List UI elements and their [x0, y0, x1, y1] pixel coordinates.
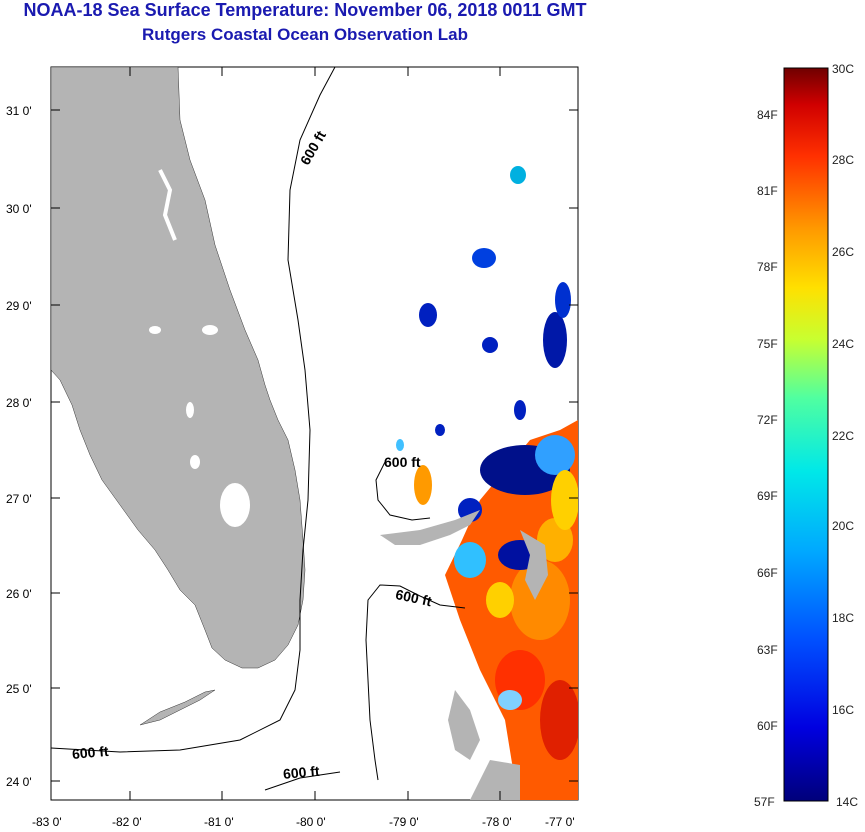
isobath-label: 600 ft: [282, 763, 320, 782]
lake: [190, 455, 200, 469]
latitude-labels: 31 0' 30 0' 29 0' 28 0' 27 0' 26 0' 25 0…: [6, 104, 32, 789]
lake: [202, 325, 218, 335]
colorbar-f-label: 72F: [757, 413, 778, 427]
lon-label: -82 0': [112, 815, 142, 829]
cuba-coast-2: [470, 760, 520, 800]
lon-label: -81 0': [204, 815, 234, 829]
isobath-label: 600 ft: [394, 586, 433, 609]
colorbar-c-label: 28C: [832, 153, 854, 167]
colorbar-f-label: 78F: [757, 260, 778, 274]
cuba-coast: [448, 690, 480, 760]
longitude-labels: -83 0' -82 0' -81 0' -80 0' -79 0' -78 0…: [32, 815, 575, 829]
colorbar-f-label: 57F: [754, 795, 775, 809]
colorbar-f-label: 66F: [757, 566, 778, 580]
colorbar-c-label: 16C: [832, 703, 854, 717]
lat-label: 25 0': [6, 682, 32, 696]
colorbar-fahrenheit-labels: 84F 81F 78F 75F 72F 69F 66F 63F 60F 57F: [754, 108, 778, 809]
colorbar-f-label: 84F: [757, 108, 778, 122]
lon-label: -83 0': [32, 815, 62, 829]
colorbar-c-label: 22C: [832, 429, 854, 443]
colorbar-f-label: 60F: [757, 719, 778, 733]
lat-label: 24 0': [6, 775, 32, 789]
florida-keys: [139, 689, 216, 726]
andros-island: [520, 530, 548, 600]
colorbar-c-label: 26C: [832, 245, 854, 259]
colorbar-f-label: 69F: [757, 489, 778, 503]
map-subtitle: Rutgers Coastal Ocean Observation Lab: [142, 25, 468, 44]
colorbar-c-label: 14C: [836, 795, 858, 809]
colorbar-c-label: 20C: [832, 519, 854, 533]
colorbar-c-label: 30C: [832, 62, 854, 76]
colorbar-c-label: 18C: [832, 611, 854, 625]
lon-label: -78 0': [482, 815, 512, 829]
isobath-label: 600 ft: [71, 743, 109, 762]
map-title: NOAA-18 Sea Surface Temperature: Novembe…: [23, 0, 587, 20]
axis-ticks: [50, 67, 578, 800]
lon-label: -80 0': [296, 815, 326, 829]
lat-label: 26 0': [6, 587, 32, 601]
colorbar-celsius-labels: 30C 28C 26C 24C 22C 20C 18C 16C 14C: [832, 62, 858, 809]
colorbar-f-label: 75F: [757, 337, 778, 351]
lon-label: -77 0': [545, 815, 575, 829]
grand-bahama: [380, 510, 480, 545]
sst-data-layer: [396, 166, 578, 800]
isobath-lines: [51, 67, 466, 791]
river: [158, 169, 177, 241]
colorbar: [783, 67, 829, 802]
isobath-label: 600 ft: [384, 454, 421, 470]
lake-okeechobee: [220, 483, 250, 527]
lat-label: 28 0': [6, 396, 32, 410]
lat-label: 30 0': [6, 202, 32, 216]
lake: [149, 326, 161, 334]
colorbar-f-label: 63F: [757, 643, 778, 657]
lat-label: 27 0': [6, 492, 32, 506]
lake: [186, 402, 194, 418]
lat-label: 31 0': [6, 104, 32, 118]
colorbar-f-label: 81F: [757, 184, 778, 198]
colorbar-c-label: 24C: [832, 337, 854, 351]
lon-label: -79 0': [389, 815, 419, 829]
lat-label: 29 0': [6, 299, 32, 313]
